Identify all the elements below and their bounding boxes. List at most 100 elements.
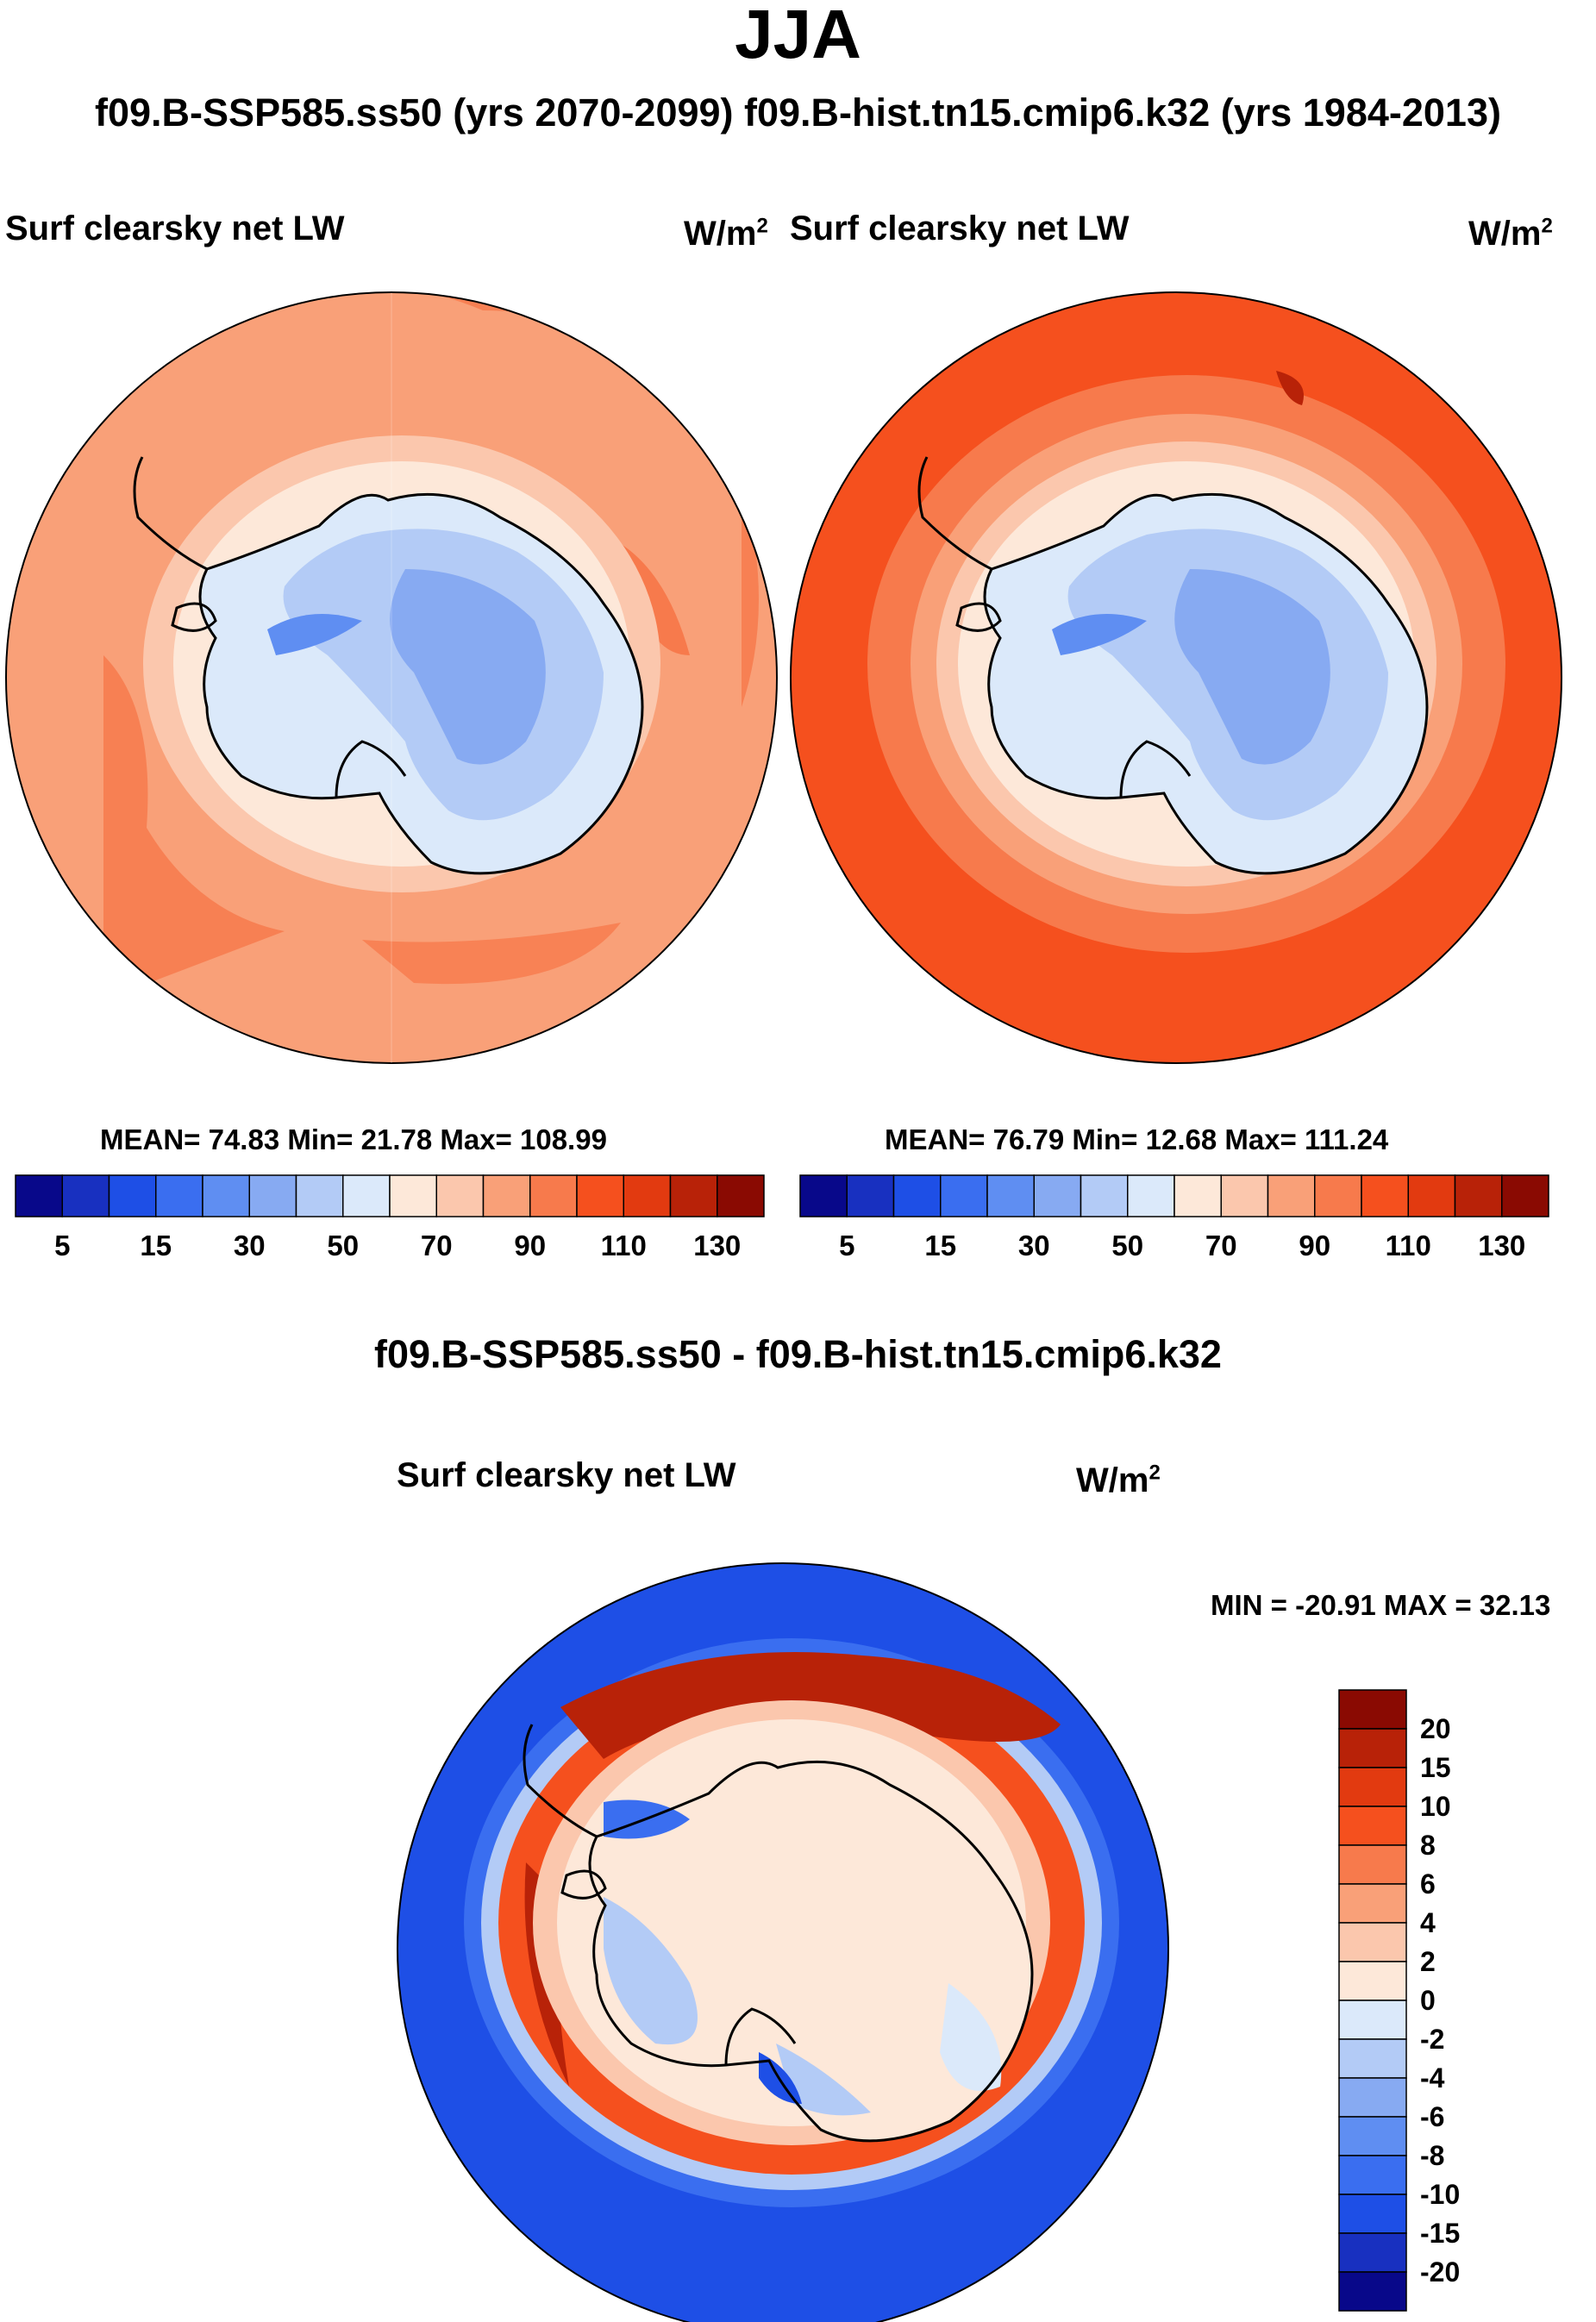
diff-west-antarctica-cool [604, 1897, 698, 2045]
colorbar-tick-label: 110 [601, 1230, 647, 1261]
right-antarctica-deep-interior [1174, 569, 1330, 765]
right-antarctica-coastline [983, 492, 1429, 875]
colorbar-swatch [482, 1174, 531, 1217]
colorbar-tick-label: 110 [1386, 1230, 1431, 1261]
colorbar-tick-label: 4 [1420, 1907, 1436, 1938]
colorbar-swatch [1338, 1844, 1407, 1885]
colorbar-swatch [248, 1174, 297, 1217]
colorbar-swatch [1338, 1728, 1407, 1768]
colorbar-tick-label: 15 [1420, 1752, 1451, 1783]
left-panel-stats: MEAN= 74.83 Min= 21.78 Max= 108.99 [100, 1123, 607, 1155]
colorbar-swatch [892, 1174, 942, 1217]
colorbar-swatch [15, 1174, 63, 1217]
colorbar-tick-label: 8 [1420, 1830, 1436, 1861]
colorbar-swatch [1361, 1174, 1409, 1217]
colorbar-tick-label: 30 [1018, 1230, 1050, 1261]
colorbar-swatch [1338, 1689, 1407, 1730]
colorbar-swatch [717, 1174, 765, 1217]
colorbar-tick-label: 5 [839, 1230, 854, 1261]
colorbar-tick-label: 130 [693, 1230, 741, 1261]
colorbar-swatch [1338, 2038, 1407, 2079]
left-map-field [6, 292, 777, 1063]
left-ross-ice-shelf [335, 740, 407, 798]
colorbar-swatch [1338, 1806, 1407, 1846]
right-map-border [790, 291, 1562, 1064]
colorbar-tick-label: 15 [140, 1230, 172, 1261]
colorbar-swatch [389, 1174, 437, 1217]
colorbar-swatch [1033, 1174, 1082, 1217]
colorbar-swatch [1454, 1174, 1503, 1217]
colorbar-swatch [1220, 1174, 1269, 1217]
right-panel-label: Surf clearsky net LW [790, 210, 1130, 247]
right-peninsula-coastline [917, 456, 992, 571]
right-map-field [791, 292, 1562, 1063]
left-peninsula-coastline [133, 456, 208, 571]
colorbar-swatch [846, 1174, 895, 1217]
colorbar-swatch [1314, 1174, 1362, 1217]
left-ross-cold-streak [267, 614, 362, 655]
right-ross-cold-streak [1052, 614, 1147, 655]
colorbar-tick-label: 5 [54, 1230, 70, 1261]
figure-title: JJA [735, 0, 861, 72]
diff-antarctica-coastline [588, 1760, 1034, 2143]
right-max-patch [1276, 371, 1304, 405]
colorbar-swatch [1501, 1174, 1549, 1217]
colorbar-swatch [1407, 1174, 1456, 1217]
colorbar-swatch [1267, 1174, 1316, 1217]
colorbar-swatch [342, 1174, 391, 1217]
colorbar-swatch [986, 1174, 1035, 1217]
difference-panel-label: Surf clearsky net LW [397, 1456, 736, 1494]
left-map [5, 291, 778, 1064]
colorbar-tick-label: 0 [1420, 1985, 1436, 2016]
left-colorbar: 5 15 30 50 70 90 110 130 [15, 1174, 765, 1261]
colorbar-tick-label: -10 [1420, 2179, 1460, 2210]
right-panel-stats: MEAN= 76.79 Min= 12.68 Max= 111.24 [885, 1123, 1389, 1155]
colorbar-swatch [799, 1174, 848, 1217]
figure-subtitle: f09.B-SSP585.ss50 (yrs 2070-2099) f09.B-… [95, 91, 1501, 135]
colorbar-swatch [1338, 2116, 1407, 2156]
colorbar-tick-label: -4 [1420, 2062, 1445, 2094]
colorbar-swatch [295, 1174, 344, 1217]
right-panel-units: W/m2 [1468, 214, 1553, 253]
colorbar-swatch [1338, 2232, 1407, 2273]
colorbar-swatch [1338, 1961, 1407, 2001]
left-warm-lobe-south [362, 923, 621, 985]
colorbar-swatch [1338, 2155, 1407, 2195]
diff-weddell-ice-shelf [560, 1869, 607, 1900]
difference-map [397, 1562, 1169, 2322]
diff-ross-ice-shelf [724, 2007, 797, 2066]
colorbar-tick-label: 15 [924, 1230, 956, 1261]
colorbar-swatch [202, 1174, 250, 1217]
colorbar-tick-label: 90 [514, 1230, 546, 1261]
left-map-border [5, 291, 778, 1064]
colorbar-swatch [108, 1174, 157, 1217]
colorbar-swatch [1338, 2077, 1407, 2118]
colorbar-tick-label: -20 [1420, 2256, 1460, 2288]
colorbar-swatch [1338, 2271, 1407, 2312]
colorbar-tick-label: -8 [1420, 2140, 1444, 2171]
left-antarctica-coastline [198, 492, 644, 875]
colorbar-tick-label: 6 [1420, 1868, 1436, 1900]
difference-panel-units: W/m2 [1076, 1461, 1161, 1499]
left-panel-units: W/m2 [684, 214, 768, 253]
colorbar-swatch [1338, 2000, 1407, 2040]
diff-peninsula-coastline [523, 1724, 598, 1838]
colorbar-swatch [1338, 1883, 1407, 1924]
right-ross-ice-shelf [1119, 740, 1192, 798]
colorbar-swatch [576, 1174, 624, 1217]
colorbar-tick-label: 130 [1478, 1230, 1525, 1261]
colorbar-tick-label: 2 [1420, 1946, 1436, 1977]
colorbar-tick-label: 50 [1111, 1230, 1143, 1261]
difference-map-field [397, 1563, 1168, 2322]
colorbar-swatch [623, 1174, 672, 1217]
colorbar-tick-label: 90 [1299, 1230, 1330, 1261]
left-warm-lobe-west [103, 655, 285, 1000]
right-weddell-ice-shelf [955, 602, 1002, 632]
colorbar-swatch [155, 1174, 203, 1217]
colorbar-swatch [1080, 1174, 1129, 1217]
colorbar-swatch [61, 1174, 110, 1217]
colorbar-tick-label: 10 [1420, 1791, 1451, 1822]
colorbar-swatch [1338, 1922, 1407, 1962]
